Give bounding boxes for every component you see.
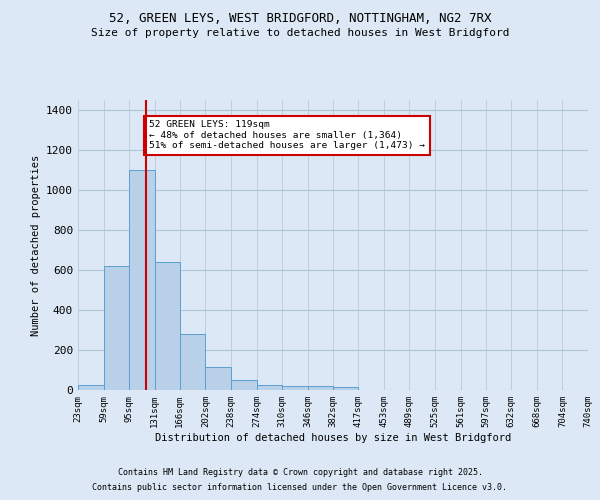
Bar (104, 266, 129, 390)
Bar (308, 386, 334, 390)
Y-axis label: Number of detached properties: Number of detached properties (31, 154, 41, 336)
Bar (78, 385, 104, 390)
Text: Contains HM Land Registry data © Crown copyright and database right 2025.: Contains HM Land Registry data © Crown c… (118, 468, 482, 477)
Bar (155, 262, 180, 390)
Text: Size of property relative to detached houses in West Bridgford: Size of property relative to detached ho… (91, 28, 509, 38)
Text: 52 GREEN LEYS: 119sqm
← 48% of detached houses are smaller (1,364)
51% of semi-d: 52 GREEN LEYS: 119sqm ← 48% of detached … (149, 120, 425, 150)
Text: Contains public sector information licensed under the Open Government Licence v3: Contains public sector information licen… (92, 483, 508, 492)
Text: 52, GREEN LEYS, WEST BRIDGFORD, NOTTINGHAM, NG2 7RX: 52, GREEN LEYS, WEST BRIDGFORD, NOTTINGH… (109, 12, 491, 26)
Bar (282, 386, 308, 390)
Bar (205, 367, 231, 390)
Bar (129, 170, 155, 390)
Bar (231, 380, 257, 390)
Bar (334, 388, 358, 390)
X-axis label: Distribution of detached houses by size in West Bridgford: Distribution of detached houses by size … (155, 432, 511, 442)
Bar (257, 385, 282, 390)
Bar (180, 334, 205, 390)
